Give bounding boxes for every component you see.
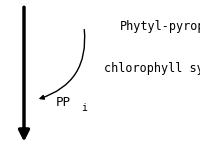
Text: PP: PP: [56, 96, 71, 109]
FancyArrowPatch shape: [40, 30, 85, 99]
Text: chlorophyll synthetase: chlorophyll synthetase: [104, 62, 200, 75]
Text: Phytyl-pyrophosphate: Phytyl-pyrophosphate: [120, 20, 200, 33]
Text: i: i: [81, 103, 87, 113]
